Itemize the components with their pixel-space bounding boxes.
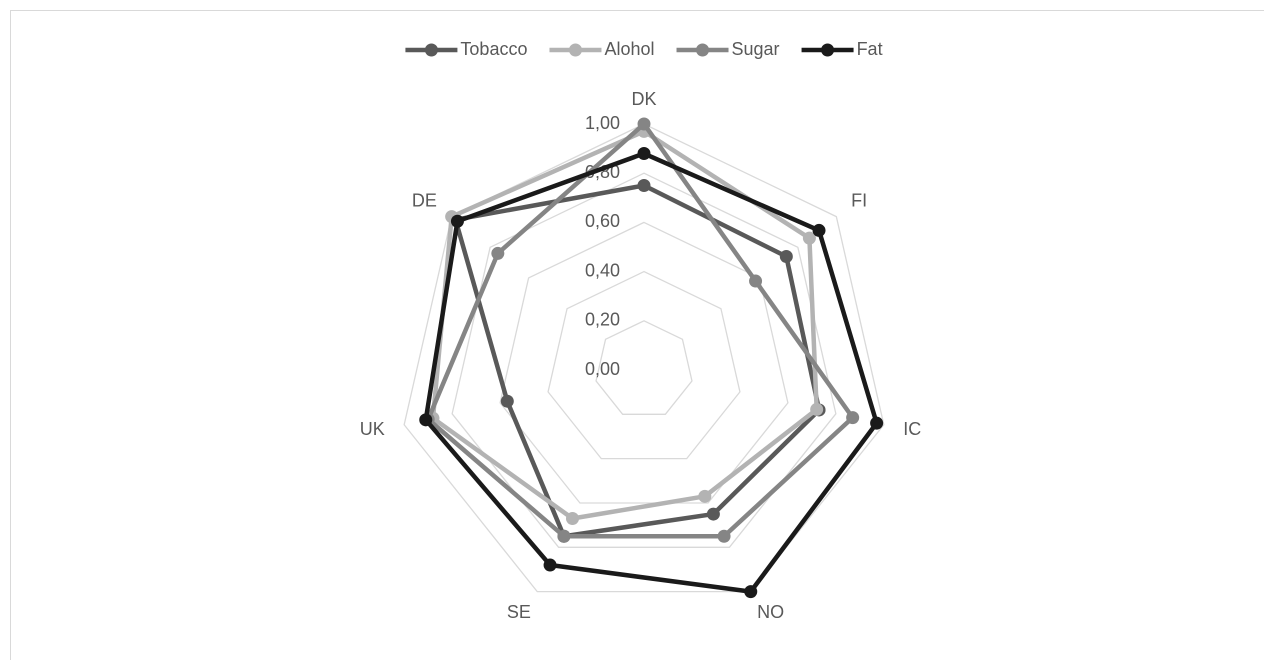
series-marker (637, 117, 651, 131)
series-line (425, 121, 855, 539)
legend-label: Tobacco (460, 39, 527, 59)
series-marker (812, 223, 826, 237)
y-tick-label: 1,00 (585, 113, 620, 133)
category-label: UK (360, 419, 385, 439)
series-marker (846, 411, 860, 425)
series-marker (749, 274, 763, 288)
category-label: DE (412, 190, 437, 210)
series-marker (802, 231, 816, 245)
series-marker (450, 214, 464, 228)
category-label: FI (851, 190, 867, 210)
series-marker (637, 147, 651, 161)
series-marker (810, 402, 824, 416)
series-marker (698, 489, 712, 503)
chart-frame (10, 10, 1264, 660)
series-marker (706, 507, 720, 521)
legend: Tobacco Alohol Sugar Fat (405, 39, 883, 59)
series-line (423, 151, 879, 594)
category-label: NO (757, 602, 784, 622)
grid-line (403, 123, 885, 593)
series-line (453, 183, 822, 539)
grid-line (547, 270, 741, 460)
series-marker (565, 511, 579, 525)
series-marker (870, 416, 884, 430)
series-marker (717, 529, 731, 543)
series-marker (779, 249, 793, 263)
series-marker (419, 413, 433, 427)
legend-marker (568, 43, 582, 57)
series-marker (557, 529, 571, 543)
category-label: DK (631, 89, 656, 109)
legend-label: Sugar (732, 39, 780, 59)
y-tick-label: 0,60 (585, 211, 620, 231)
series-marker (744, 585, 758, 599)
grid-line (451, 172, 837, 548)
legend-marker (424, 43, 438, 57)
legend-label: Alohol (604, 39, 654, 59)
y-tick-label: 0,00 (585, 359, 620, 379)
grid-line (595, 320, 693, 415)
legend-marker (821, 43, 835, 57)
y-tick-label: 0,20 (585, 310, 620, 330)
series-marker (500, 394, 514, 408)
series-line (430, 129, 819, 521)
grid-line (499, 221, 789, 504)
series-marker (637, 179, 651, 192)
series-marker (543, 558, 557, 572)
legend-marker (696, 43, 710, 57)
legend-label: Fat (857, 39, 883, 59)
category-label: IC (903, 419, 921, 439)
y-tick-label: 0,40 (585, 260, 620, 280)
category-label: SE (507, 602, 531, 622)
series-marker (491, 246, 505, 260)
